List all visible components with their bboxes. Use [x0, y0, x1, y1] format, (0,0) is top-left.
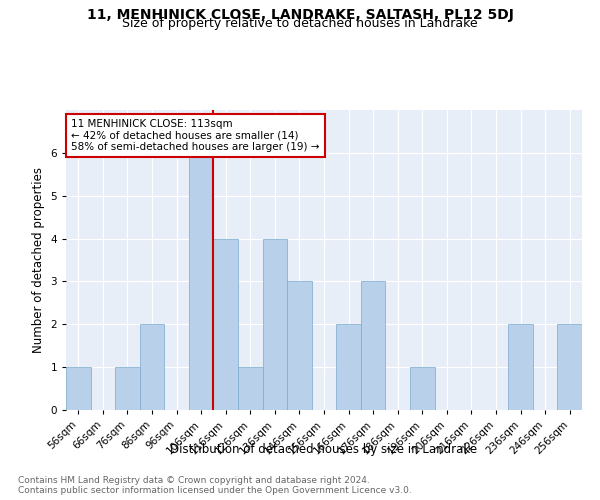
Bar: [214, 238, 238, 410]
Text: Distribution of detached houses by size in Landrake: Distribution of detached houses by size …: [170, 442, 478, 456]
Bar: [336, 324, 361, 410]
Bar: [66, 367, 91, 410]
Bar: [189, 153, 214, 410]
Text: 11, MENHINICK CLOSE, LANDRAKE, SALTASH, PL12 5DJ: 11, MENHINICK CLOSE, LANDRAKE, SALTASH, …: [86, 8, 514, 22]
Bar: [263, 238, 287, 410]
Bar: [557, 324, 582, 410]
Bar: [238, 367, 263, 410]
Bar: [140, 324, 164, 410]
Y-axis label: Number of detached properties: Number of detached properties: [32, 167, 45, 353]
Bar: [115, 367, 140, 410]
Text: Contains HM Land Registry data © Crown copyright and database right 2024.
Contai: Contains HM Land Registry data © Crown c…: [18, 476, 412, 495]
Bar: [287, 282, 312, 410]
Bar: [410, 367, 434, 410]
Text: 11 MENHINICK CLOSE: 113sqm
← 42% of detached houses are smaller (14)
58% of semi: 11 MENHINICK CLOSE: 113sqm ← 42% of deta…: [71, 119, 320, 152]
Text: Size of property relative to detached houses in Landrake: Size of property relative to detached ho…: [122, 18, 478, 30]
Bar: [508, 324, 533, 410]
Bar: [361, 282, 385, 410]
